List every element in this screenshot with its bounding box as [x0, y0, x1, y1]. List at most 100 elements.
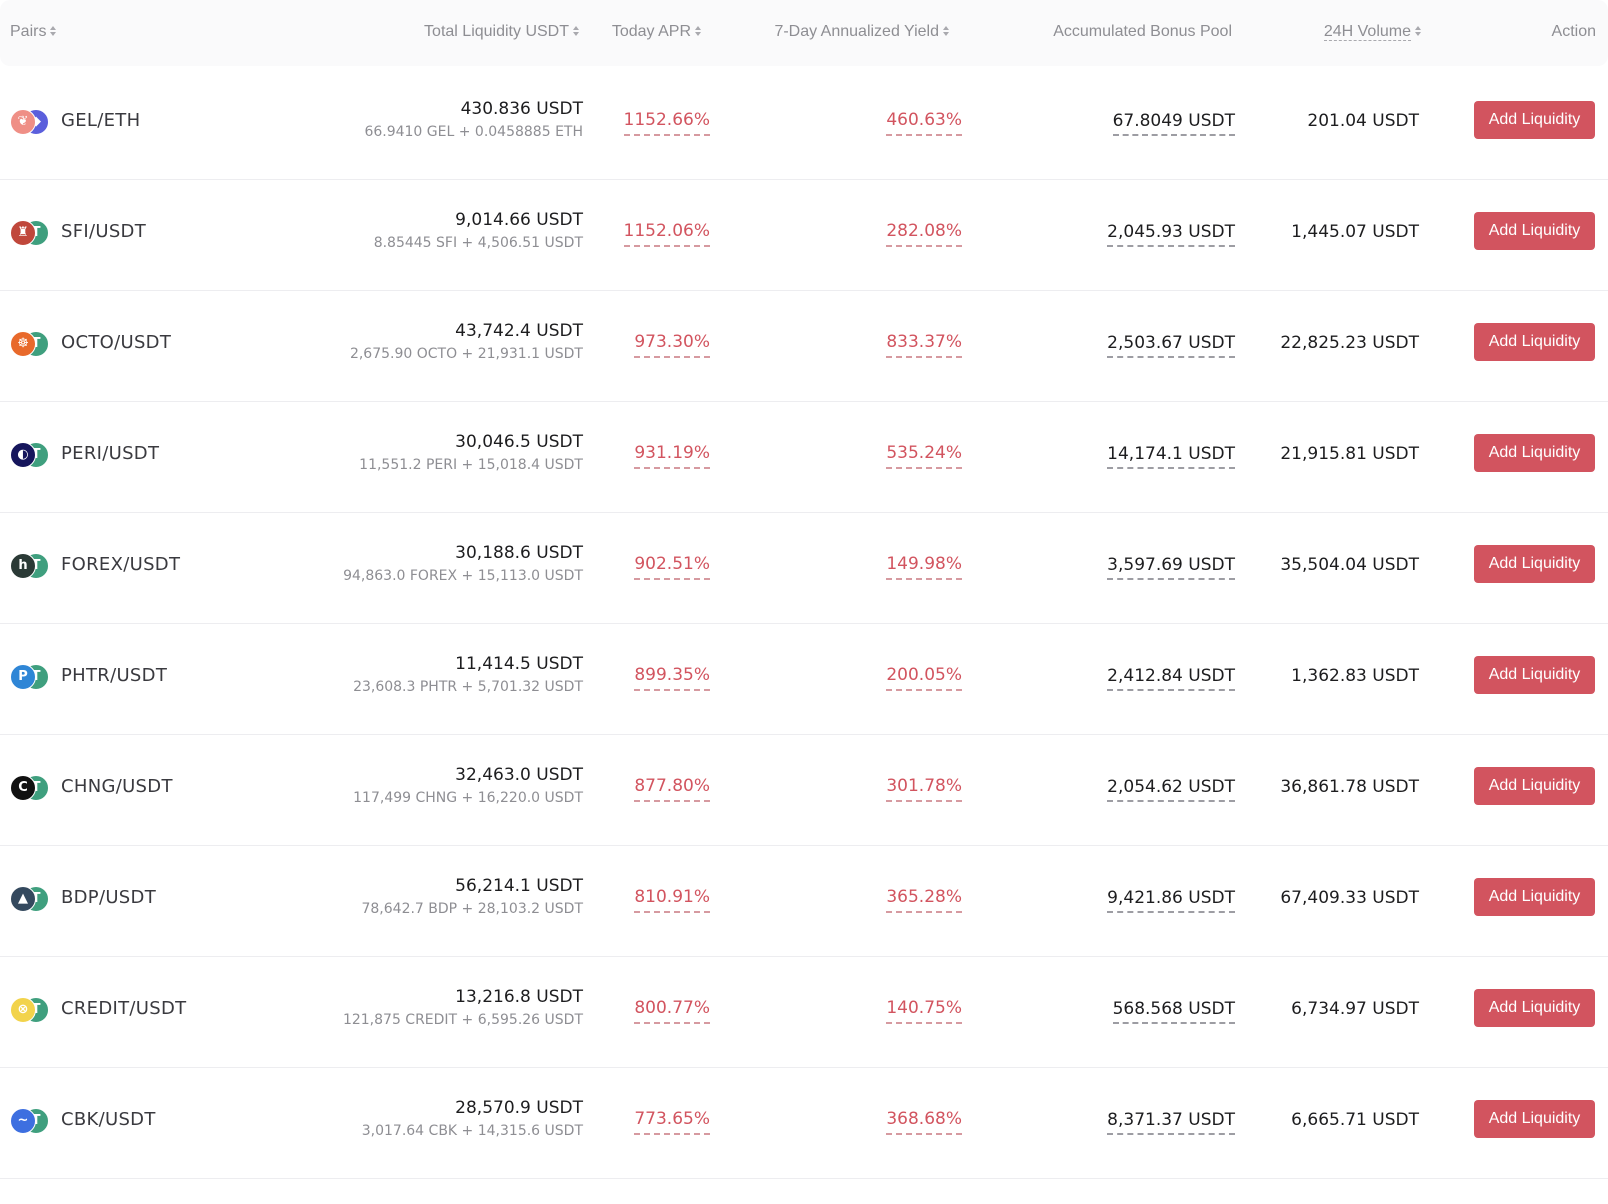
bonus-pool-value[interactable]: 3,597.69 USDT — [1107, 553, 1235, 580]
pair-name: FOREX/USDT — [61, 554, 181, 575]
seven-day-yield-value[interactable]: 140.75% — [886, 996, 962, 1024]
pair-icons: ▲ T — [10, 886, 54, 914]
seven-day-yield-value[interactable]: 460.63% — [886, 108, 962, 136]
chng-token-icon: C — [10, 775, 36, 801]
pair-name: PHTR/USDT — [61, 665, 168, 686]
add-liquidity-button[interactable]: Add Liquidity — [1474, 101, 1595, 139]
add-liquidity-button[interactable]: Add Liquidity — [1474, 656, 1595, 694]
add-liquidity-button[interactable]: Add Liquidity — [1474, 545, 1595, 583]
seven-day-yield-value[interactable]: 535.24% — [886, 441, 962, 469]
cbk-token-icon: ~ — [10, 1108, 36, 1134]
header-volume-sort[interactable]: 24H Volume — [1323, 0, 1422, 66]
add-liquidity-button[interactable]: Add Liquidity — [1474, 878, 1595, 916]
credit-token-icon: ⊗ — [10, 997, 36, 1023]
table-row: ▲ T BDP/USDT 56,214.1 USDT 78,642.7 BDP … — [0, 842, 1608, 957]
today-apr-value[interactable]: 810.91% — [634, 885, 710, 913]
today-apr-value[interactable]: 931.19% — [634, 441, 710, 469]
add-liquidity-button[interactable]: Add Liquidity — [1474, 212, 1595, 250]
header-total-liquidity-sort[interactable]: Total Liquidity USDT — [424, 0, 580, 66]
liquidity-breakdown: 78,642.7 BDP + 28,103.2 USDT — [361, 901, 583, 917]
pair-icons: ❦ ◆ — [10, 109, 54, 137]
today-apr-value[interactable]: 800.77% — [634, 996, 710, 1024]
pair-name: SFI/USDT — [61, 221, 147, 242]
volume-24h-value: 1,445.07 USDT — [1291, 222, 1419, 242]
table-row: C T CHNG/USDT 32,463.0 USDT 117,499 CHNG… — [0, 731, 1608, 846]
total-liquidity-cell: 56,214.1 USDT 78,642.7 BDP + 28,103.2 US… — [361, 875, 583, 920]
header-pairs-sort[interactable]: Pairs — [10, 0, 57, 66]
bonus-pool-value[interactable]: 2,412.84 USDT — [1107, 664, 1235, 691]
pair-name: OCTO/USDT — [61, 332, 172, 353]
table-row: ☸ T OCTO/USDT 43,742.4 USDT 2,675.90 OCT… — [0, 287, 1608, 402]
header-seven-day-yield-label: 7-Day Annualized Yield — [774, 23, 939, 40]
add-liquidity-button[interactable]: Add Liquidity — [1474, 767, 1595, 805]
pair-name: CBK/USDT — [61, 1109, 156, 1130]
add-liquidity-button[interactable]: Add Liquidity — [1474, 989, 1595, 1027]
today-apr-value[interactable]: 899.35% — [634, 663, 710, 691]
header-volume-label: 24H Volume — [1323, 23, 1411, 41]
add-liquidity-button[interactable]: Add Liquidity — [1474, 323, 1595, 361]
forex-token-icon: h — [10, 553, 36, 579]
pair-icons: h T — [10, 553, 54, 581]
table-row: ❦ ◆ GEL/ETH 430.836 USDT 66.9410 GEL + 0… — [0, 65, 1608, 180]
seven-day-yield-value[interactable]: 365.28% — [886, 885, 962, 913]
pair-name: GEL/ETH — [61, 110, 141, 131]
table-row: ♜ T SFI/USDT 9,014.66 USDT 8.85445 SFI +… — [0, 176, 1608, 291]
liquidity-breakdown: 3,017.64 CBK + 14,315.6 USDT — [361, 1123, 583, 1139]
sort-icon — [50, 25, 57, 37]
pair-icons: ☸ T — [10, 331, 54, 359]
pair-icons: ◐ T — [10, 442, 54, 470]
liquidity-breakdown: 23,608.3 PHTR + 5,701.32 USDT — [353, 679, 583, 695]
total-liquidity-cell: 30,046.5 USDT 11,551.2 PERI + 15,018.4 U… — [359, 431, 583, 476]
pair-icons: C T — [10, 775, 54, 803]
today-apr-value[interactable]: 973.30% — [634, 330, 710, 358]
total-liquidity-cell: 30,188.6 USDT 94,863.0 FOREX + 15,113.0 … — [343, 542, 583, 587]
bonus-pool-value[interactable]: 9,421.86 USDT — [1107, 886, 1235, 913]
table-row: P T PHTR/USDT 11,414.5 USDT 23,608.3 PHT… — [0, 620, 1608, 735]
pair-name: CHNG/USDT — [61, 776, 173, 797]
bonus-pool-value[interactable]: 2,503.67 USDT — [1107, 331, 1235, 358]
today-apr-value[interactable]: 1152.66% — [623, 108, 710, 136]
table-row: h T FOREX/USDT 30,188.6 USDT 94,863.0 FO… — [0, 509, 1608, 624]
total-liquidity-value: 56,214.1 USDT — [455, 876, 583, 896]
add-liquidity-button[interactable]: Add Liquidity — [1474, 434, 1595, 472]
total-liquidity-value: 32,463.0 USDT — [455, 765, 583, 785]
bonus-pool-value[interactable]: 14,174.1 USDT — [1107, 442, 1235, 469]
total-liquidity-cell: 28,570.9 USDT 3,017.64 CBK + 14,315.6 US… — [362, 1097, 583, 1142]
pair-icons: ⊗ T — [10, 997, 54, 1025]
seven-day-yield-value[interactable]: 833.37% — [886, 330, 962, 358]
liquidity-breakdown: 117,499 CHNG + 16,220.0 USDT — [353, 790, 583, 806]
total-liquidity-value: 30,188.6 USDT — [455, 543, 583, 563]
bonus-pool-value[interactable]: 67.8049 USDT — [1112, 109, 1235, 136]
table-row: ◐ T PERI/USDT 30,046.5 USDT 11,551.2 PER… — [0, 398, 1608, 513]
liquidity-breakdown: 94,863.0 FOREX + 15,113.0 USDT — [343, 568, 583, 584]
bonus-pool-value[interactable]: 2,045.93 USDT — [1107, 220, 1235, 247]
total-liquidity-value: 43,742.4 USDT — [455, 321, 583, 341]
total-liquidity-value: 28,570.9 USDT — [455, 1098, 583, 1118]
total-liquidity-cell: 43,742.4 USDT 2,675.90 OCTO + 21,931.1 U… — [350, 320, 583, 365]
bonus-pool-value[interactable]: 8,371.37 USDT — [1107, 1108, 1235, 1135]
seven-day-yield-value[interactable]: 149.98% — [886, 552, 962, 580]
add-liquidity-button[interactable]: Add Liquidity — [1474, 1100, 1595, 1138]
liquidity-breakdown: 11,551.2 PERI + 15,018.4 USDT — [359, 457, 583, 473]
bonus-pool-value[interactable]: 568.568 USDT — [1112, 997, 1235, 1024]
bonus-pool-value[interactable]: 2,054.62 USDT — [1107, 775, 1235, 802]
total-liquidity-cell: 11,414.5 USDT 23,608.3 PHTR + 5,701.32 U… — [353, 653, 583, 698]
seven-day-yield-value[interactable]: 200.05% — [886, 663, 962, 691]
header-total-liquidity-label: Total Liquidity USDT — [424, 23, 569, 40]
total-liquidity-cell: 13,216.8 USDT 121,875 CREDIT + 6,595.26 … — [343, 986, 583, 1031]
pair-name: BDP/USDT — [61, 887, 156, 908]
seven-day-yield-value[interactable]: 301.78% — [886, 774, 962, 802]
pair-icons: ♜ T — [10, 220, 54, 248]
today-apr-value[interactable]: 1152.06% — [623, 219, 710, 247]
header-action-label: Action — [1551, 23, 1596, 40]
total-liquidity-value: 13,216.8 USDT — [455, 987, 583, 1007]
header-seven-day-yield-sort[interactable]: 7-Day Annualized Yield — [774, 0, 950, 66]
pair-icons: P T — [10, 664, 54, 692]
seven-day-yield-value[interactable]: 282.08% — [886, 219, 962, 247]
today-apr-value[interactable]: 877.80% — [634, 774, 710, 802]
today-apr-value[interactable]: 902.51% — [634, 552, 710, 580]
header-today-apr-sort[interactable]: Today APR — [612, 0, 702, 66]
total-liquidity-value: 430.836 USDT — [460, 99, 583, 119]
today-apr-value[interactable]: 773.65% — [634, 1107, 710, 1135]
seven-day-yield-value[interactable]: 368.68% — [886, 1107, 962, 1135]
